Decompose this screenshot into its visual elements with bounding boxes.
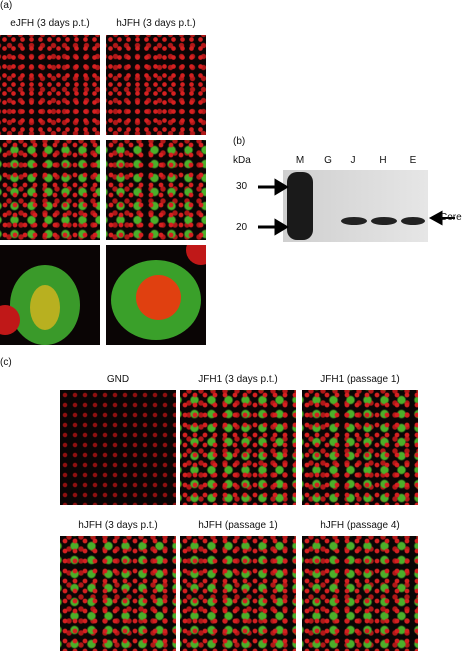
micrograph: [0, 35, 100, 135]
image-title: hJFH (passage 1): [198, 520, 278, 531]
image-title: GND: [106, 374, 130, 385]
unit-label: kDa: [233, 155, 251, 166]
micrograph: [106, 140, 206, 240]
lane-label: H: [379, 155, 387, 166]
lane-label: E: [409, 155, 417, 166]
marker-label: 30: [236, 181, 248, 192]
panel-label: (b): [233, 136, 246, 147]
marker-label: 20: [236, 222, 248, 233]
image-title: JFH1 (3 days p.t.): [198, 374, 278, 385]
micrograph: [106, 245, 206, 345]
panel-label: (a): [0, 0, 13, 11]
micrograph: [60, 390, 176, 505]
lane-label: G: [324, 155, 332, 166]
blot: [283, 170, 428, 242]
column-title: eJFH (3 days p.t.): [10, 18, 90, 29]
micrograph: [0, 245, 100, 345]
micrograph: [302, 390, 418, 505]
image-title: hJFH (3 days p.t.): [78, 520, 158, 531]
micrograph: [180, 390, 296, 505]
micrograph: [180, 536, 296, 651]
lane-label: J: [350, 155, 356, 166]
micrograph: [106, 35, 206, 135]
column-title: hJFH (3 days p.t.): [116, 18, 196, 29]
lane-label: M: [295, 155, 305, 166]
micrograph: [60, 536, 176, 651]
micrograph: [302, 536, 418, 651]
panel-label: (c): [0, 357, 12, 368]
micrograph: [0, 140, 100, 240]
band-label: Core: [440, 212, 462, 223]
image-title: JFH1 (passage 1): [320, 374, 400, 385]
image-title: hJFH (passage 4): [320, 520, 400, 531]
